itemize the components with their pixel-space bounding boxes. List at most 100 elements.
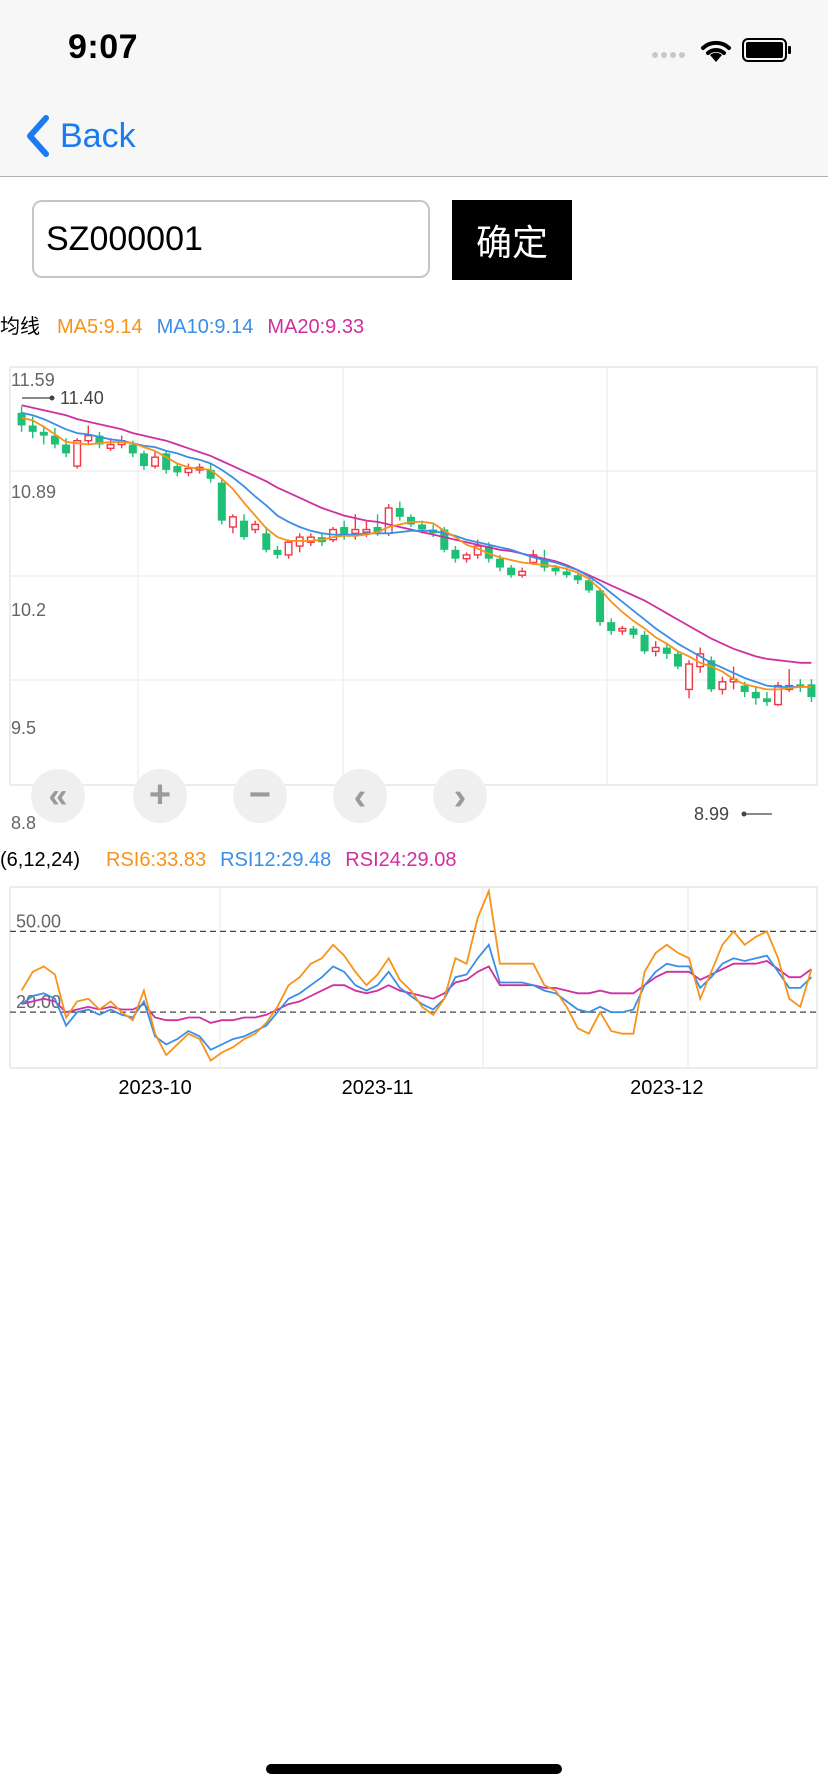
candle-body (707, 660, 716, 690)
status-time: 9:07 (68, 28, 139, 66)
chart-controls: « + − ‹ › (31, 769, 487, 823)
min-dot (741, 811, 747, 817)
candle-body (518, 570, 527, 576)
wifi-icon (701, 40, 731, 62)
candle-body (685, 663, 694, 691)
zoom-out-button[interactable]: − (233, 769, 287, 823)
y-tick-label: 9.5 (11, 718, 36, 738)
candle-body (495, 558, 504, 568)
candle-body (217, 482, 226, 521)
rsi-chart-frame (9, 886, 818, 1069)
candle-body (62, 444, 71, 454)
back-label: Back (60, 116, 136, 155)
candle-body (551, 567, 560, 572)
candle-body (206, 469, 215, 479)
stock-chart: 均线 MA5:9.14 MA10:9.14 MA20:9.33 11.59 10.89… (0, 315, 818, 1099)
control-button-bg (133, 769, 187, 823)
candle-body (484, 546, 493, 559)
candle-body (262, 533, 271, 550)
rsi-legend-prefix: (6,12,24) (0, 849, 80, 871)
scroll-to-start-button[interactable]: « (31, 769, 85, 823)
candle-body (340, 526, 349, 536)
x-axis-label: 2023-12 (630, 1077, 703, 1099)
control-button-bg (333, 769, 387, 823)
candle-body (395, 507, 404, 517)
candle-body (662, 647, 671, 654)
candle-body (629, 628, 638, 635)
candle-body (751, 691, 760, 699)
candle-body (139, 453, 148, 467)
candle-body (228, 516, 237, 528)
ma20-line (21, 404, 812, 664)
candle-body (607, 622, 616, 632)
rsi-legend: RSI6:33.83 RSI12:29.48 RSI24:29.08 (106, 849, 456, 871)
x-axis-date-labels: 2023-10 2023-11 2023-12 (118, 1077, 703, 1099)
candle-body (162, 453, 171, 470)
candle-body (451, 549, 460, 559)
candle-body (596, 590, 605, 623)
battery-icon (742, 38, 791, 62)
candle-body (507, 567, 516, 576)
scroll-right-button[interactable]: › (433, 769, 487, 823)
ma10-line (21, 411, 812, 688)
candle-body (73, 440, 82, 467)
scroll-left-button[interactable]: ‹ (333, 769, 387, 823)
candle-body (240, 520, 249, 538)
candle-body (774, 684, 783, 706)
candle-body (39, 431, 48, 436)
confirm-button[interactable]: 确定 (452, 200, 572, 280)
main-chart-grid (10, 367, 817, 785)
candle-body (273, 549, 282, 555)
rsi6-line (20, 887, 813, 1062)
candle-body (95, 435, 104, 445)
candle-body (173, 466, 182, 473)
y-tick-label: 10.89 (11, 482, 56, 502)
candle-body (718, 681, 727, 691)
candle-body (807, 684, 816, 698)
y-tick-label: 10.2 (11, 600, 46, 620)
minus-icon: − (249, 774, 271, 816)
ma5-line (21, 417, 812, 691)
candle-body (584, 580, 593, 591)
candle-body (84, 434, 93, 442)
ma20-legend: MA20:9.33 (267, 316, 364, 338)
navigation-bar: Back (0, 100, 828, 177)
stock-code-input[interactable] (32, 200, 430, 278)
control-button-bg (233, 769, 287, 823)
candle-body (640, 634, 649, 652)
candle-body (362, 528, 371, 533)
double-chevron-left-icon: « (49, 777, 68, 815)
candle-body (151, 456, 160, 467)
candle-body (562, 571, 571, 576)
min-price-label: 8.99 (694, 804, 729, 824)
y-tick-label: 11.59 (11, 370, 55, 390)
candle-body (384, 507, 393, 535)
back-button[interactable]: Back (24, 110, 136, 162)
candle-body (762, 698, 771, 703)
max-dot (49, 395, 55, 401)
status-bar: 9:07 (0, 0, 828, 100)
max-price-label: 11.40 (60, 388, 104, 408)
candle-body (618, 627, 627, 632)
candle-body (540, 558, 549, 568)
candle-body (17, 412, 26, 426)
plus-icon: + (149, 774, 171, 816)
rsi-chart-grid (219, 887, 689, 1068)
candle-body (373, 526, 382, 533)
signal-dots-icon (652, 52, 692, 62)
candle-body (440, 529, 449, 550)
candle-body (651, 646, 660, 653)
control-button-bg (433, 769, 487, 823)
candle-body (50, 435, 59, 445)
candle-body (462, 554, 471, 560)
candle-body (251, 523, 260, 531)
ma-legend-prefix: 均线 (0, 315, 40, 338)
max-price-marker: 11.40 (22, 388, 104, 408)
candle-body (673, 653, 682, 667)
candle-body (284, 541, 293, 556)
rsi24-line (21, 960, 812, 1024)
zoom-in-button[interactable]: + (133, 769, 187, 823)
candle-body (418, 524, 427, 530)
candle-body (796, 684, 805, 687)
home-indicator (266, 1764, 562, 1774)
